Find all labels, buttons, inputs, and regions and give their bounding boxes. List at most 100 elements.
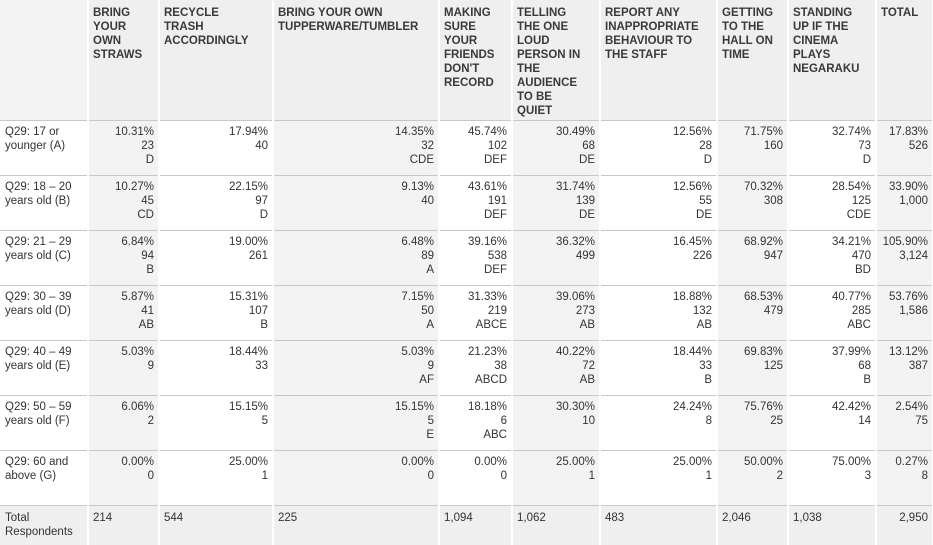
cell-text: 23 bbox=[93, 139, 154, 153]
cell-text bbox=[164, 263, 268, 277]
cell-text: 34.21% bbox=[793, 235, 871, 249]
cell-text: RECYCLE bbox=[164, 6, 268, 20]
cell-text: 75 bbox=[881, 414, 928, 428]
cell-text: Q29: 50 – 59 bbox=[5, 400, 83, 414]
cell-text: PLAYS bbox=[793, 48, 871, 62]
cell-text: 53.76% bbox=[881, 290, 928, 304]
cell-text: 73 bbox=[793, 139, 871, 153]
cell-text: younger (A) bbox=[5, 139, 83, 153]
cell-text: 42.42% bbox=[793, 400, 871, 414]
cell-text: TRASH bbox=[164, 20, 268, 34]
cell-text bbox=[881, 483, 928, 497]
cell-text bbox=[605, 263, 712, 277]
cell-text: 31.74% bbox=[517, 180, 595, 194]
cell-text: 1 bbox=[164, 469, 268, 483]
data-cell: 17.83%526 bbox=[876, 121, 933, 176]
cell-text: 17.94% bbox=[164, 125, 268, 139]
cell-text: 55 bbox=[605, 194, 712, 208]
cell-text: 72 bbox=[517, 359, 595, 373]
cell-text: 68.53% bbox=[722, 290, 783, 304]
total-cell: 1,038 bbox=[788, 506, 876, 545]
cell-text bbox=[722, 373, 783, 387]
cell-text: 18.18% bbox=[444, 400, 507, 414]
cell-text: B bbox=[605, 373, 712, 387]
cell-text: THE ONE bbox=[517, 20, 595, 34]
cell-text: CDE bbox=[278, 153, 434, 167]
data-cell: 75.76%25 bbox=[717, 396, 788, 451]
cell-text: 33 bbox=[164, 359, 268, 373]
cell-text: 37.99% bbox=[793, 345, 871, 359]
data-cell: 0.00%0 bbox=[88, 451, 159, 506]
cell-text: 5 bbox=[278, 414, 434, 428]
cell-text: 50 bbox=[278, 304, 434, 318]
cell-text: 18.44% bbox=[164, 345, 268, 359]
cell-text: 191 bbox=[444, 194, 507, 208]
cell-text: 6 bbox=[444, 414, 507, 428]
cell-text: BRING YOUR OWN bbox=[278, 6, 434, 20]
cell-text bbox=[881, 318, 928, 332]
cell-text: 125 bbox=[793, 194, 871, 208]
cell-text: 89 bbox=[278, 249, 434, 263]
cell-text: Q29: 17 or bbox=[5, 125, 83, 139]
cell-text: Q29: 30 – 39 bbox=[5, 290, 83, 304]
cell-text: D bbox=[793, 153, 871, 167]
data-cell: 15.15%5 bbox=[159, 396, 273, 451]
cell-text: 70.32% bbox=[722, 180, 783, 194]
cell-text: Q29: 60 and bbox=[5, 455, 83, 469]
cell-text: 18.44% bbox=[605, 345, 712, 359]
cell-text: 947 bbox=[722, 249, 783, 263]
cell-text: years old (D) bbox=[5, 304, 83, 318]
cell-text bbox=[881, 153, 928, 167]
cell-text: 50.00% bbox=[722, 455, 783, 469]
cell-text: 7.15% bbox=[278, 290, 434, 304]
cell-text: REPORT ANY bbox=[605, 6, 712, 20]
cell-text: 33 bbox=[605, 359, 712, 373]
cell-text: ABC bbox=[793, 318, 871, 332]
cell-text: YOUR bbox=[93, 20, 154, 34]
cell-text: 3,124 bbox=[881, 249, 928, 263]
cell-text: TOTAL bbox=[881, 6, 928, 20]
cell-text: 68 bbox=[517, 139, 595, 153]
cell-text bbox=[517, 483, 595, 497]
data-cell: 5.03%9 bbox=[88, 341, 159, 396]
total-cell: 483 bbox=[600, 506, 717, 545]
cell-text: 6.84% bbox=[93, 235, 154, 249]
cell-text: HALL ON bbox=[722, 34, 783, 48]
cell-text: 160 bbox=[722, 139, 783, 153]
cell-text: 219 bbox=[444, 304, 507, 318]
cell-text: 13.12% bbox=[881, 345, 928, 359]
cell-text bbox=[722, 263, 783, 277]
data-cell: 18.44%33 bbox=[159, 341, 273, 396]
cell-text: YOUR bbox=[444, 34, 507, 48]
cell-text: 499 bbox=[517, 249, 595, 263]
cell-text: TELLING bbox=[517, 6, 595, 20]
cell-text: 22.15% bbox=[164, 180, 268, 194]
cell-text: 68.92% bbox=[722, 235, 783, 249]
total-cell: 1,062 bbox=[512, 506, 600, 545]
cell-text: 3 bbox=[793, 469, 871, 483]
cell-text: 21.23% bbox=[444, 345, 507, 359]
cell-text: D bbox=[164, 208, 268, 222]
data-cell: 0.00%0 bbox=[439, 451, 512, 506]
cell-text: ABCE bbox=[444, 318, 507, 332]
data-cell: 53.76%1,586 bbox=[876, 286, 933, 341]
cell-text: D bbox=[605, 153, 712, 167]
cell-text: 12.56% bbox=[605, 125, 712, 139]
cell-text: B bbox=[164, 318, 268, 332]
cell-text: 5.87% bbox=[93, 290, 154, 304]
cell-text: TO BE bbox=[517, 90, 595, 104]
cell-text: 102 bbox=[444, 139, 507, 153]
cell-text: 6.06% bbox=[93, 400, 154, 414]
cell-text: 125 bbox=[722, 359, 783, 373]
data-cell: 36.32%499 bbox=[512, 231, 600, 286]
cell-text: 16.45% bbox=[605, 235, 712, 249]
cell-text: 538 bbox=[444, 249, 507, 263]
